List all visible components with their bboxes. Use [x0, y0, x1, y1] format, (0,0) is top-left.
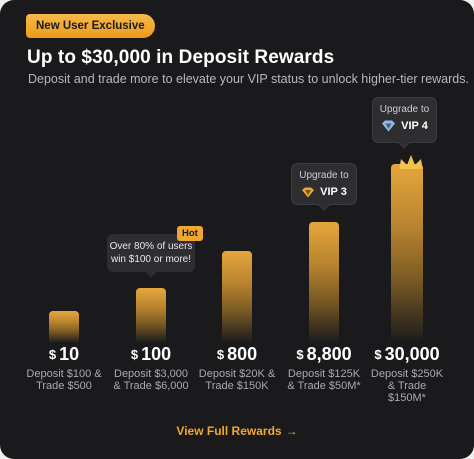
page-title: Up to $30,000 in Deposit Rewards — [27, 47, 335, 68]
tier-desc-4: Deposit $125K & Trade $50M* — [287, 368, 361, 392]
tier-desc-2: Deposit $3,000 & Trade $6,000 — [113, 368, 189, 392]
tier-bar-3 — [222, 251, 252, 343]
vip4-level-text: VIP 4 — [401, 120, 428, 132]
hot-tooltip-line1: Over 80% of users — [109, 241, 193, 252]
view-full-rewards-link[interactable]: View Full Rewards → — [0, 424, 474, 438]
tier-bar-5 — [391, 164, 423, 343]
tier-amount-4: $8,800 — [296, 344, 352, 364]
view-full-rewards-label[interactable]: View Full Rewards — [176, 424, 282, 438]
vip4-level: VIP 4 — [373, 120, 436, 132]
vip3-tooltip: Upgrade to VIP 3 — [291, 163, 357, 205]
arrow-right-icon: → — [285, 424, 298, 438]
vip3-level: VIP 3 — [292, 186, 356, 198]
tier-desc-1: Deposit $100 & Trade $500 — [26, 368, 102, 392]
tier-amount-3: $800 — [216, 344, 258, 364]
hot-badge: Hot — [177, 226, 203, 241]
page-subtitle: Deposit and trade more to elevate your V… — [28, 72, 469, 86]
tier-amount-1: $10 — [48, 344, 80, 364]
tier-bar-2 — [136, 288, 166, 343]
tier-bar-4 — [309, 222, 339, 343]
vip3-level-text: VIP 3 — [320, 186, 347, 198]
tier-desc-3: Deposit $20K & Trade $150K — [198, 368, 276, 392]
tier-amount-2: $100 — [130, 344, 172, 364]
vip4-tooltip: Upgrade to VIP 4 — [372, 97, 437, 143]
tier-desc-5: Deposit $250K & Trade $150M* — [370, 368, 444, 404]
diamond-icon — [382, 120, 396, 132]
tier-bar-1 — [49, 311, 79, 343]
tier-amount-5: $30,000 — [374, 344, 440, 364]
diamond-icon — [302, 187, 315, 197]
hot-tooltip-line2: win $100 or more! — [110, 254, 192, 265]
vip3-upgrade-label: Upgrade to — [299, 170, 349, 181]
new-user-badge: New User Exclusive — [26, 14, 155, 38]
crown-icon — [399, 155, 423, 172]
vip4-upgrade-label: Upgrade to — [379, 104, 430, 115]
